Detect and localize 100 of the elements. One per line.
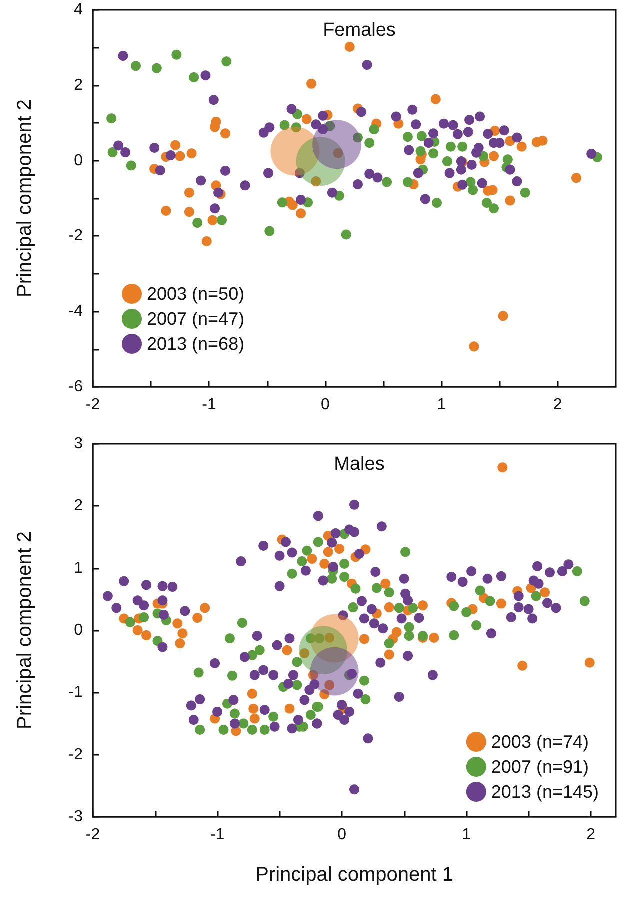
- point: [172, 618, 183, 629]
- point: [320, 690, 330, 700]
- point: [106, 114, 117, 124]
- point: [324, 680, 335, 690]
- point: [200, 70, 211, 81]
- point: [364, 168, 375, 179]
- point: [482, 198, 492, 208]
- point: [311, 120, 322, 130]
- point: [282, 645, 292, 656]
- y-tick-label: -2: [68, 746, 84, 764]
- point: [166, 150, 176, 161]
- point: [404, 145, 414, 156]
- point: [161, 206, 172, 216]
- x-tick-label: 1: [462, 826, 472, 844]
- y-tick-label: 2: [74, 76, 84, 94]
- point: [498, 311, 508, 322]
- point: [192, 218, 203, 228]
- point: [468, 185, 478, 196]
- y-tick-label: -3: [68, 808, 84, 826]
- point: [432, 198, 442, 208]
- point: [430, 94, 441, 104]
- point: [516, 142, 527, 152]
- point: [132, 626, 143, 636]
- point: [300, 648, 310, 658]
- point: [175, 151, 186, 162]
- point: [210, 122, 220, 132]
- point: [391, 112, 402, 122]
- point: [264, 168, 274, 178]
- point: [284, 704, 295, 714]
- legend-label: 2007 (n=91): [491, 757, 589, 777]
- point: [155, 166, 166, 176]
- point: [296, 195, 306, 206]
- point: [372, 172, 383, 183]
- x-tick-label: 2: [586, 826, 596, 844]
- point: [452, 129, 463, 140]
- point: [498, 462, 508, 473]
- point: [458, 180, 468, 190]
- legend-label: 2007 (n=47): [147, 309, 245, 329]
- point: [475, 112, 486, 122]
- point: [488, 204, 499, 214]
- point: [323, 547, 334, 558]
- point: [341, 230, 352, 240]
- point: [220, 166, 230, 176]
- point: [196, 176, 206, 186]
- point: [170, 140, 181, 150]
- point: [189, 72, 200, 82]
- point: [364, 138, 375, 148]
- point: [413, 168, 424, 178]
- legend-label: 2003 (n=50): [147, 284, 245, 304]
- legend-label: 2003 (n=74): [491, 732, 589, 752]
- point: [320, 558, 330, 569]
- point: [505, 196, 516, 206]
- point: [250, 714, 260, 724]
- point: [210, 204, 220, 214]
- point: [359, 634, 370, 644]
- point: [208, 95, 219, 106]
- point: [540, 588, 550, 598]
- y-tick-label: -6: [68, 378, 84, 396]
- point: [114, 140, 124, 151]
- point: [444, 168, 455, 178]
- point: [362, 60, 372, 70]
- point: [380, 578, 391, 589]
- x-tick-label: -1: [210, 826, 225, 844]
- y-tick-label: 2: [74, 498, 84, 515]
- y-tick-label: 3: [74, 436, 84, 452]
- point: [416, 131, 427, 142]
- point: [192, 613, 203, 624]
- point: [571, 173, 582, 184]
- point: [352, 132, 363, 143]
- y-tick-label: -2: [68, 228, 84, 245]
- point: [411, 120, 422, 130]
- point: [152, 63, 162, 74]
- point: [463, 127, 474, 138]
- point: [384, 602, 394, 612]
- point: [142, 630, 152, 640]
- point: [384, 650, 394, 660]
- y-tick-label: 4: [74, 2, 84, 18]
- point: [175, 638, 186, 649]
- text: Males: [334, 454, 385, 475]
- point: [222, 56, 232, 67]
- point: [202, 236, 212, 246]
- point: [120, 148, 131, 158]
- point: [118, 50, 128, 61]
- point: [308, 670, 318, 680]
- point: [247, 688, 258, 699]
- point: [382, 177, 392, 188]
- point: [584, 658, 595, 668]
- point: [277, 198, 288, 208]
- point: [286, 104, 297, 114]
- point: [518, 660, 528, 671]
- point: [294, 168, 305, 178]
- point: [496, 598, 506, 609]
- point: [186, 148, 197, 159]
- point: [499, 126, 510, 136]
- y-tick-label: 0: [74, 152, 84, 170]
- point: [302, 114, 312, 124]
- point: [477, 178, 488, 188]
- point: [428, 128, 439, 139]
- point: [520, 188, 530, 198]
- y-tick-label: 0: [74, 622, 84, 639]
